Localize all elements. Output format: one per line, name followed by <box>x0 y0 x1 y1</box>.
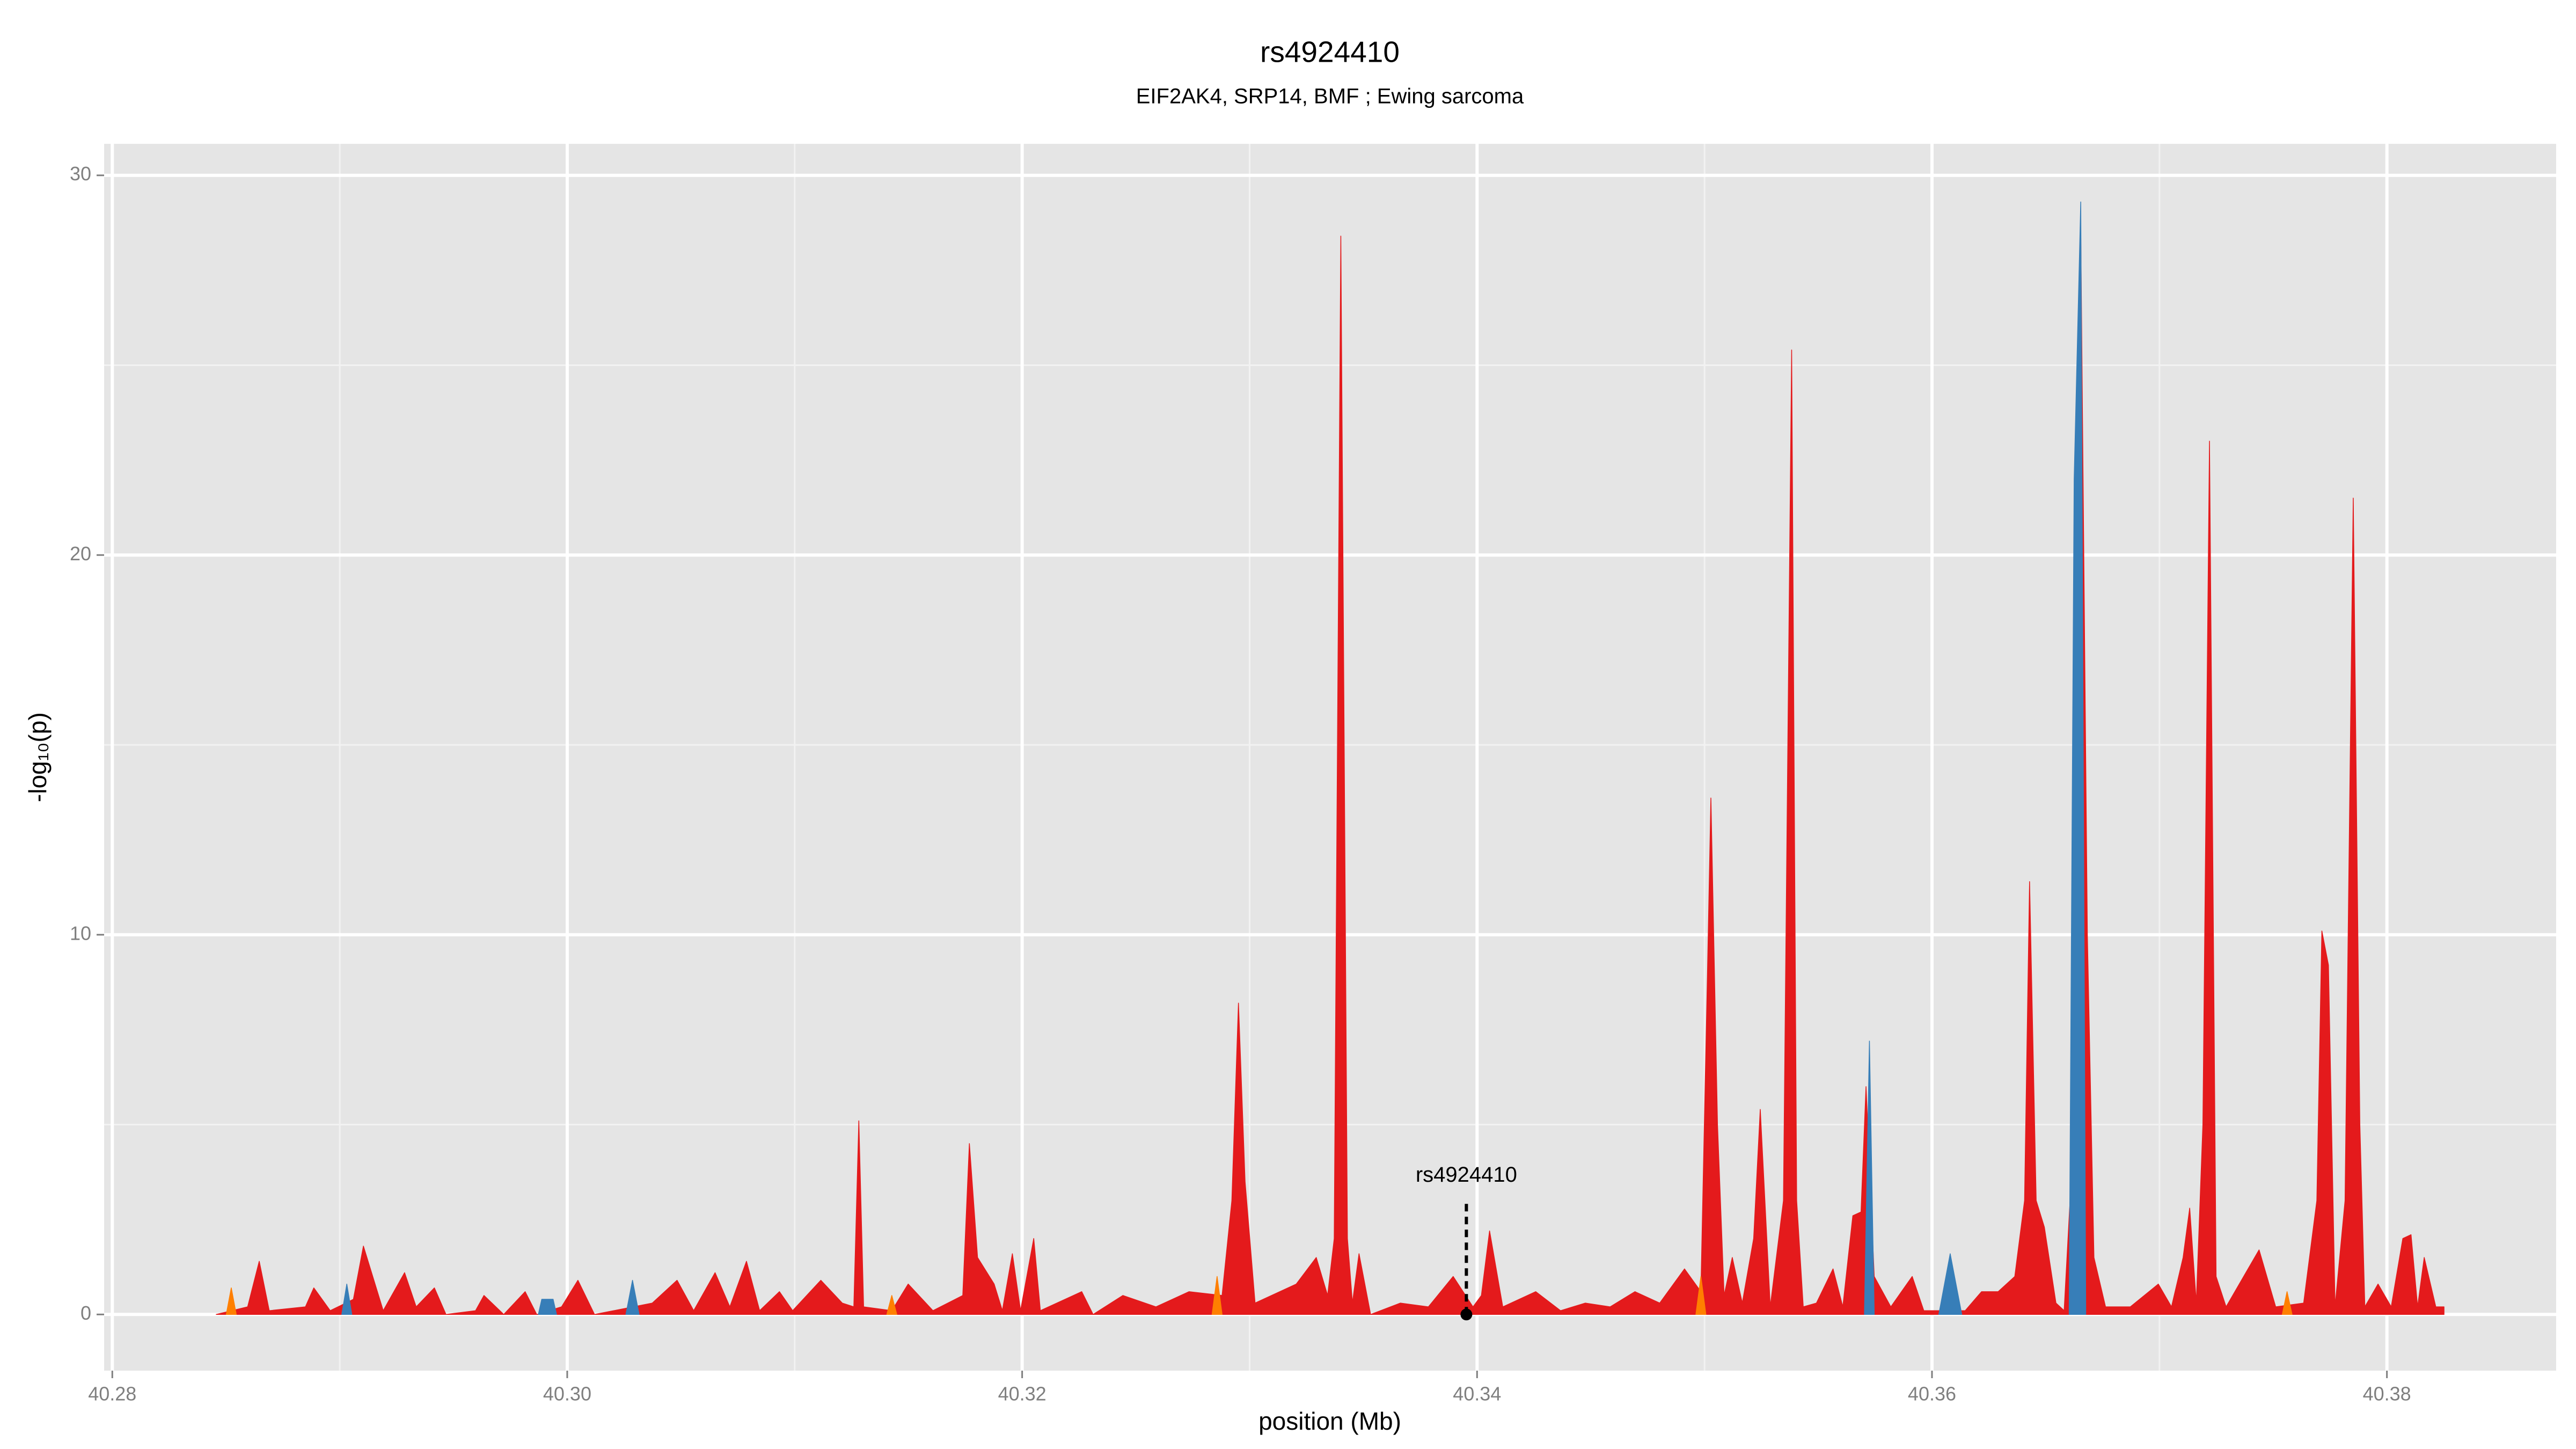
area <box>225 1287 237 1315</box>
x-axis-label: position (Mb) <box>1258 1407 1401 1435</box>
area <box>886 1295 897 1315</box>
area <box>2281 1291 2293 1315</box>
x-tick-label: 40.34 <box>1453 1383 1501 1405</box>
x-tick-label: 40.30 <box>543 1383 591 1405</box>
y-tick-label: 10 <box>70 922 91 944</box>
area <box>625 1279 640 1315</box>
chart-title: rs4924410 <box>1260 35 1400 69</box>
y-tick-label: 30 <box>70 163 91 185</box>
annotation-point <box>1460 1308 1473 1321</box>
area <box>1938 1253 1963 1315</box>
chart-subtitle: EIF2AK4, SRP14, BMF ; Ewing sarcoma <box>1136 85 1524 108</box>
area <box>1211 1276 1223 1315</box>
area <box>1864 1041 1875 1315</box>
x-tick-label: 40.38 <box>2363 1383 2411 1405</box>
y-tick-label: 0 <box>80 1302 91 1324</box>
x-tick-label: 40.36 <box>1908 1383 1956 1405</box>
area <box>2068 201 2087 1315</box>
area <box>538 1299 557 1315</box>
x-tick-label: 40.28 <box>88 1383 136 1405</box>
area <box>1695 1276 1707 1315</box>
area <box>341 1283 353 1315</box>
area <box>216 232 2445 1315</box>
y-tick-label: 20 <box>70 543 91 565</box>
annotation-label: rs4924410 <box>1416 1163 1517 1187</box>
y-axis-label: -log₁₀(p) <box>24 712 52 802</box>
x-tick-label: 40.32 <box>998 1383 1046 1405</box>
plot-panel <box>104 144 2556 1371</box>
